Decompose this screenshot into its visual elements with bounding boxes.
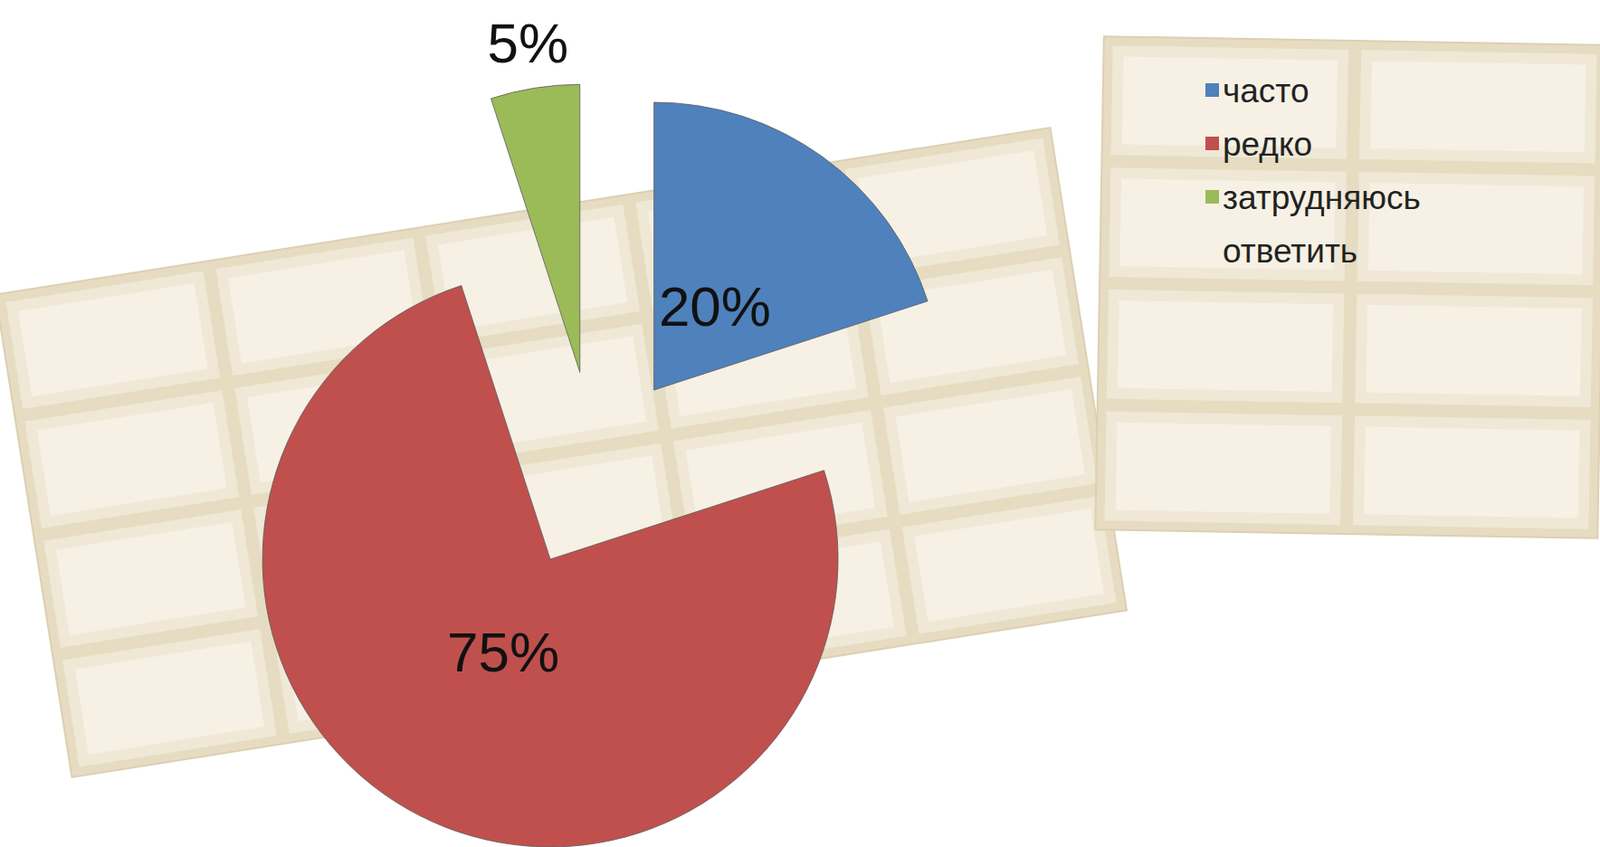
chocolate-right (1095, 36, 1600, 539)
bar-block (914, 508, 1104, 622)
pie (262, 84, 928, 847)
bar-block-edge (1352, 415, 1591, 529)
legend-label-line: редко (1222, 125, 1313, 163)
bar-block (56, 522, 246, 636)
bar-block (1370, 60, 1586, 153)
legend-label-line: ответить (1222, 232, 1358, 270)
data-label: 5% (486, 11, 569, 75)
chart-root: 20% 75% 5% часто редко затрудняюсь ответить (0, 0, 1600, 847)
bar-block (1115, 422, 1332, 515)
legend-swatch (1205, 136, 1220, 151)
data-label: 20% (658, 275, 772, 338)
bar-block (1363, 427, 1580, 519)
legend-swatch (1205, 190, 1220, 204)
bar-block (18, 283, 208, 397)
bar-block-edge (1354, 294, 1593, 408)
data-labels: 20% 75% 5% (447, 11, 772, 683)
bar-base (1095, 36, 1600, 539)
legend-label: редко (1222, 125, 1313, 163)
legend-swatch (1205, 83, 1220, 97)
bar-block (1366, 304, 1582, 397)
bar-block-edge (1359, 49, 1598, 163)
pie-slice (654, 102, 928, 391)
bar-block-edge (24, 390, 239, 529)
bar-block-edge (902, 495, 1117, 635)
bar-block-edge (62, 628, 277, 768)
bar-block (75, 641, 265, 755)
bar-block (37, 402, 227, 516)
legend-label: затрудняюсь ответить (1222, 179, 1421, 270)
bar-block-edge (5, 270, 220, 410)
bar-block-edge (43, 509, 258, 648)
pie-slice (262, 285, 839, 847)
legend-label-line: часто (1222, 72, 1309, 110)
data-label: 75% (447, 620, 560, 684)
bar-block-edge (883, 376, 1098, 515)
bar-block (895, 389, 1086, 503)
legend-label-line: затрудняюсь (1222, 179, 1421, 217)
pie-slice (491, 84, 581, 372)
bar-block (1117, 300, 1334, 392)
legend: часто редко затрудняюсь ответить (1205, 72, 1421, 270)
legend-label: часто (1222, 72, 1309, 110)
bar-block-edge (1104, 411, 1343, 525)
bar-block-edge (1106, 289, 1345, 403)
